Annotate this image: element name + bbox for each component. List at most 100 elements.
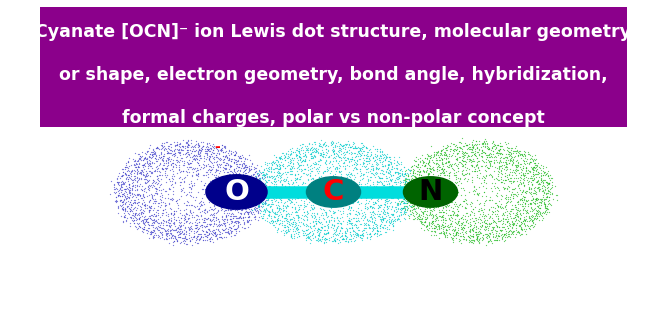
Point [209, 156, 220, 161]
Point [506, 231, 516, 236]
Point [297, 158, 307, 164]
Point [478, 159, 489, 164]
Point [398, 204, 409, 209]
Point [233, 165, 244, 170]
Point [144, 146, 155, 151]
Point [329, 148, 340, 154]
Point [276, 220, 287, 225]
Point [163, 158, 173, 163]
Point [196, 222, 207, 227]
Point [365, 146, 376, 151]
Point [315, 228, 325, 233]
Point [418, 169, 428, 174]
Point [260, 206, 271, 211]
Point [504, 220, 514, 226]
Point [205, 217, 216, 222]
Point [159, 172, 170, 177]
Point [418, 221, 428, 227]
Point [301, 162, 312, 167]
Point [524, 162, 535, 167]
Point [409, 168, 420, 173]
Point [297, 228, 308, 233]
Point [458, 158, 469, 163]
Point [287, 228, 298, 234]
Point [241, 208, 252, 213]
Point [528, 167, 539, 172]
Point [374, 171, 385, 176]
Text: or shape, electron geometry, bond angle, hybridization,: or shape, electron geometry, bond angle,… [59, 66, 608, 84]
Point [472, 141, 483, 146]
Point [154, 160, 165, 166]
Point [219, 183, 230, 188]
Point [279, 231, 289, 236]
Point [225, 228, 236, 233]
Point [396, 171, 407, 176]
Point [240, 209, 251, 214]
Point [134, 175, 145, 181]
Point [131, 211, 141, 216]
Point [202, 167, 213, 173]
Point [297, 151, 308, 156]
Point [272, 205, 283, 211]
Point [255, 196, 265, 201]
Point [138, 157, 149, 163]
Point [474, 142, 484, 147]
Point [438, 170, 449, 175]
Point [282, 148, 293, 153]
Point [126, 169, 137, 174]
Point [464, 224, 475, 229]
Point [208, 211, 219, 216]
Point [456, 220, 467, 225]
Point [408, 163, 419, 168]
Point [184, 212, 195, 217]
Point [367, 170, 378, 175]
Point [420, 214, 430, 219]
Point [525, 200, 536, 205]
Point [482, 225, 493, 231]
Point [149, 152, 160, 157]
Point [162, 236, 173, 242]
Point [534, 217, 544, 223]
Point [218, 220, 229, 226]
Point [165, 156, 176, 162]
Point [331, 164, 342, 169]
Point [296, 219, 307, 225]
Point [480, 153, 491, 158]
Point [311, 220, 321, 226]
Point [364, 231, 375, 236]
Point [538, 164, 549, 169]
Point [356, 172, 367, 177]
Point [328, 237, 339, 242]
Point [518, 153, 528, 158]
Point [426, 220, 436, 225]
Point [416, 179, 427, 185]
Point [129, 173, 139, 178]
Point [438, 216, 449, 221]
Point [380, 211, 390, 216]
Point [532, 197, 543, 202]
Point [334, 199, 345, 205]
Point [143, 213, 154, 219]
Point [305, 187, 316, 192]
Point [261, 182, 271, 187]
Point [124, 194, 135, 200]
Point [305, 202, 316, 207]
Point [335, 209, 346, 214]
Point [239, 165, 250, 170]
Point [205, 160, 216, 165]
Point [223, 224, 234, 230]
Point [272, 227, 283, 232]
Point [149, 198, 160, 204]
Point [380, 209, 390, 214]
Point [460, 149, 471, 155]
Point [225, 225, 236, 230]
Point [400, 191, 411, 196]
Point [157, 157, 168, 163]
Point [235, 210, 246, 215]
Point [428, 185, 438, 190]
Point [474, 229, 484, 234]
Point [329, 222, 340, 228]
Point [460, 223, 470, 228]
Point [124, 187, 135, 192]
Point [383, 170, 394, 175]
